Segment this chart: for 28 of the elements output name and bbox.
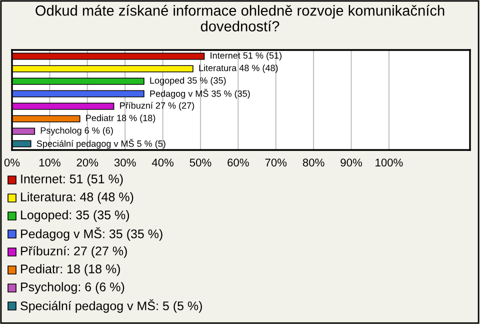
x-tick-label: 80% [302,158,324,166]
data-label: Pedagog v MŠ 35 % (35) [150,88,250,99]
x-tick-label: 70% [265,158,287,166]
text: Literatura: 48 (48 %) [21,192,134,204]
data-label: Internet 51 % (51) [210,52,282,60]
x-tick-label: 90% [340,158,362,166]
text: Pediatr: 18 (18 %) [21,264,120,276]
x-tick-label: 100% [376,158,403,166]
text: Pedagog v MŠ: 35 (35 %) [21,227,162,241]
data-label: Psycholog 6 % (6) [40,127,113,136]
data-label: Pediatr 18 % (18) [86,114,156,123]
text: Internet: 51 (51 %) [21,174,123,186]
data-label: Speciální pedagog v MŠ 5 % (5) [36,138,166,149]
text: Příbuzní: 27 (27 %) [21,246,127,258]
text: Speciální pedagog v MŠ: 5 (5 %) [20,299,202,313]
x-tick-label: 20% [76,158,98,166]
text: Psycholog: 6 (6 %) [21,282,124,294]
x-tick-label: 60% [228,158,249,166]
x-tick-label: 40% [152,158,174,166]
chart-title: Odkud máte získané informace ohledně rozvoje komunikačních dovedností? [36,4,444,32]
data-label: Literatura 48 % (48) [199,64,278,73]
x-tick-label: 0% [4,158,20,166]
x-tick-label: 10% [39,158,60,166]
x-tick-label: 50% [190,158,212,166]
data-label: Logoped 35 % (35) [150,77,226,86]
x-tick-label: 30% [114,158,136,166]
text: Logoped: 35 (35 %) [21,210,130,222]
data-label: Příbuzní 27 % (27) [120,102,194,111]
